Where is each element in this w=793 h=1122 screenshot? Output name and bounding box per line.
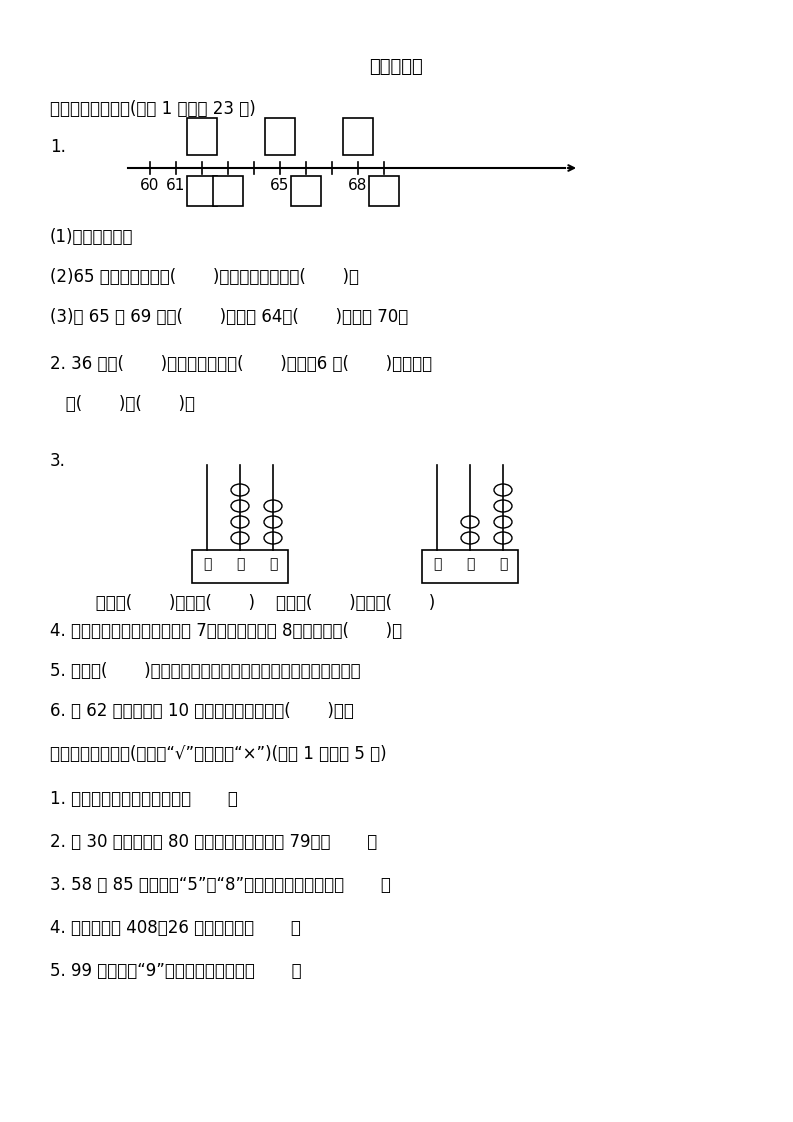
Text: 示(       )个(       )。: 示( )个( )。 — [50, 395, 195, 413]
Text: 68: 68 — [348, 178, 368, 193]
Ellipse shape — [231, 516, 249, 528]
Text: 4. 一个两位数，十位上的数是 7，个位上的数是 8，这个数是(       )。: 4. 一个两位数，十位上的数是 7，个位上的数是 8，这个数是( )。 — [50, 622, 402, 640]
Bar — [265, 118, 295, 155]
Text: (3)在 65 和 69 中，(       )更接近 64，(       )更接近 70。: (3)在 65 和 69 中，( )更接近 64，( )更接近 70。 — [50, 309, 408, 327]
Ellipse shape — [461, 532, 479, 544]
Text: 期中检测卷: 期中检测卷 — [369, 58, 423, 76]
Text: 3. 58 和 85 都有数字“5”和“8”，所以它们一样大。（       ）: 3. 58 和 85 都有数字“5”和“8”，所以它们一样大。（ ） — [50, 876, 391, 894]
Bar — [192, 550, 288, 583]
Bar — [291, 176, 321, 206]
Ellipse shape — [494, 484, 512, 496]
Text: (1)按顺序填数。: (1)按顺序填数。 — [50, 228, 133, 246]
Text: 十: 十 — [465, 557, 474, 571]
Text: 65: 65 — [270, 178, 289, 193]
Ellipse shape — [494, 500, 512, 512]
Text: 5. 99 中的两个“9”表示的意义一样。（       ）: 5. 99 中的两个“9”表示的意义一样。（ ） — [50, 962, 301, 980]
Ellipse shape — [264, 500, 282, 512]
Ellipse shape — [231, 484, 249, 496]
Text: 1.: 1. — [50, 138, 66, 156]
Bar — [343, 118, 373, 155]
Ellipse shape — [461, 516, 479, 528]
Text: (2)65 前面的一个数是(       )，后面的一个数是(       )。: (2)65 前面的一个数是( )，后面的一个数是( )。 — [50, 268, 359, 286]
Text: 4. 四十八写作 408，26 读作二六。（       ）: 4. 四十八写作 408，26 读作二六。（ ） — [50, 919, 301, 937]
Ellipse shape — [494, 516, 512, 528]
Text: 60: 60 — [140, 178, 159, 193]
Text: 个: 个 — [269, 557, 278, 571]
Text: 百: 百 — [203, 557, 211, 571]
Text: 61: 61 — [167, 178, 186, 193]
Text: 2. 36 中的(       )在十位上，表示(       )个十，6 在(       )位上，表: 2. 36 中的( )在十位上，表示( )个十，6 在( )位上，表 — [50, 355, 432, 373]
Bar — [369, 176, 399, 206]
Text: 二、智慧辨一辨。(对的画“√”，错的画“×”)(每题 1 分，共 5 分): 二、智慧辨一辨。(对的画“√”，错的画“×”)(每题 1 分，共 5 分) — [50, 745, 387, 763]
Bar — [213, 176, 243, 206]
Ellipse shape — [264, 516, 282, 528]
Bar — [187, 118, 217, 155]
Text: 3.: 3. — [50, 452, 66, 470]
Text: 2. 比 30 多得多，比 80 少一些的数，一定是 79。（       ）: 2. 比 30 多得多，比 80 少一些的数，一定是 79。（ ） — [50, 833, 377, 850]
Text: 5. 至少用(       )个完全相同的小正方形可以拼成一个大正方形。: 5. 至少用( )个完全相同的小正方形可以拼成一个大正方形。 — [50, 662, 361, 680]
Text: 写作：(       )读作：(       )    写作：(       )读作：(       ): 写作：( )读作：( ) 写作：( )读作：( ) — [80, 594, 435, 611]
Ellipse shape — [264, 532, 282, 544]
Text: 个: 个 — [499, 557, 508, 571]
Text: 十: 十 — [236, 557, 244, 571]
Ellipse shape — [231, 500, 249, 512]
Text: 一、认真填一填。(每空 1 分，共 23 分): 一、认真填一填。(每空 1 分，共 23 分) — [50, 100, 256, 118]
Text: 1. 读数和写数都从高位起。（       ）: 1. 读数和写数都从高位起。（ ） — [50, 790, 238, 808]
Ellipse shape — [231, 532, 249, 544]
Text: 6. 有 62 颗糖果，每 10 颗装一袋，可以装满(       )袋。: 6. 有 62 颗糖果，每 10 颗装一袋，可以装满( )袋。 — [50, 702, 354, 720]
Text: 百: 百 — [433, 557, 441, 571]
Ellipse shape — [494, 532, 512, 544]
Bar — [187, 176, 217, 206]
Bar — [422, 550, 518, 583]
